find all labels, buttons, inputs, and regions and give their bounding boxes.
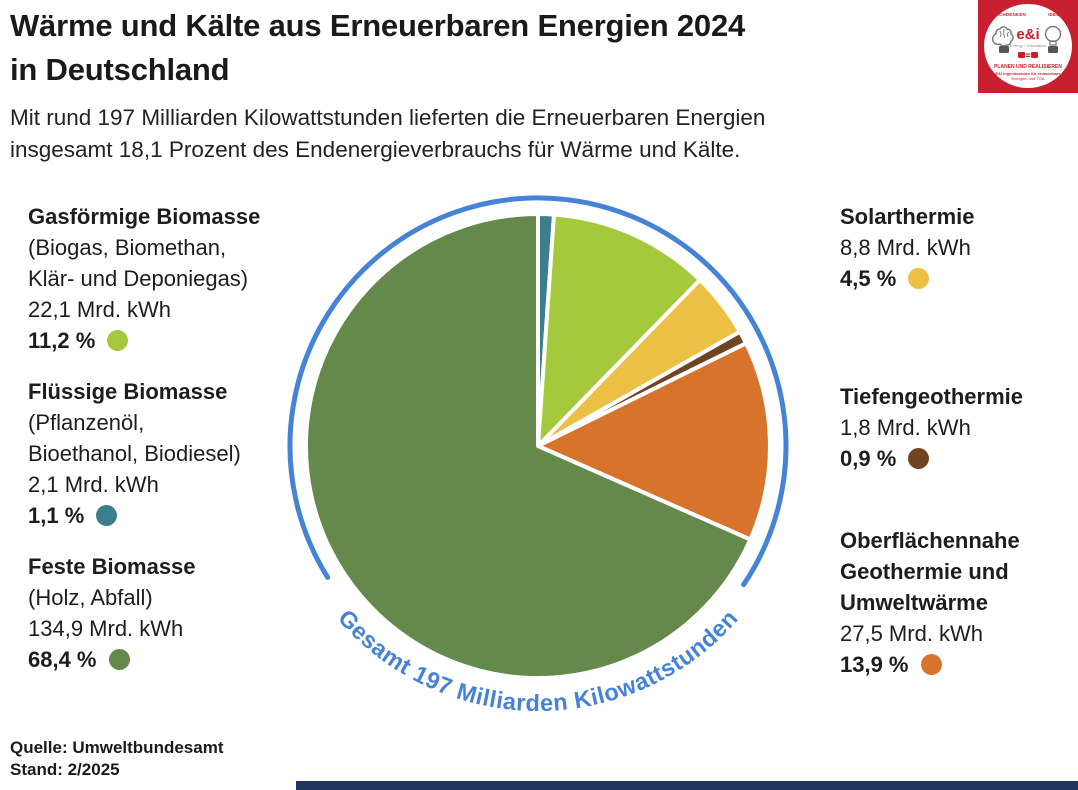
logo-line-planen: PLANEN UND REALISIEREN	[994, 64, 1062, 70]
plug-icon	[1018, 52, 1038, 58]
legend-percent: 4,5 %	[840, 266, 897, 291]
logo-brand: e&i	[1016, 26, 1040, 43]
pie-outer-ring	[287, 195, 789, 588]
legend-amount: 27,5 Mrd. kWh	[840, 621, 984, 646]
legend-label: Feste Biomasse	[28, 554, 196, 579]
logo-text-ideen: IDEEN	[1048, 12, 1063, 17]
logo-brand-subtitle: Energy + Innovation	[1010, 43, 1046, 48]
legend-percent: 13,9 %	[840, 652, 909, 677]
legend-color-dot	[908, 448, 930, 469]
legend-amount: 22,1 Mrd. kWh	[28, 297, 172, 322]
legend-percent: 0,9 %	[840, 446, 897, 471]
legend-color-dot	[108, 649, 130, 670]
legend-label: Solarthermie	[840, 204, 975, 229]
logo-line-energien: Energien und TGA	[1011, 76, 1045, 81]
legend-sublabel: (Pflanzenöl, Bioethanol, Biodiesel)	[28, 410, 241, 466]
legend-amount: 2,1 Mrd. kWh	[28, 472, 159, 497]
lightbulb-icon	[1044, 25, 1062, 53]
legend-percent: 11,2 %	[28, 328, 96, 353]
pie-slice-5	[303, 212, 753, 680]
date-line: Stand: 2/2025	[10, 760, 120, 779]
legend-solarthermie: Solarthermie 8,8 Mrd. kWh 4,5 %	[840, 201, 1075, 294]
legend-feste-biomasse: Feste Biomasse (Holz, Abfall) 134,9 Mrd.…	[28, 551, 328, 675]
legend-percent: 68,4 %	[28, 647, 97, 672]
legend-sublabel: (Holz, Abfall)	[28, 585, 153, 610]
legend-amount: 1,8 Mrd. kWh	[840, 415, 971, 440]
bottom-bar	[296, 781, 1078, 790]
page-title: Wärme und Kälte aus Erneuerbaren Energie…	[10, 8, 746, 87]
legend-tiefengeothermie: Tiefengeothermie 1,8 Mrd. kWh 0,9 %	[840, 381, 1075, 474]
legend-color-dot	[920, 654, 942, 675]
legend-oberflaechennahe-geothermie: Oberflächennahe Geothermie und Umweltwär…	[840, 525, 1075, 680]
legend-color-dot	[96, 505, 118, 526]
pie-slice-4	[536, 341, 772, 542]
legend-color-dot	[908, 268, 930, 289]
legend-fluessige-biomasse: Flüssige Biomasse (Pflanzenöl, Bioethano…	[28, 376, 328, 531]
page-subtitle: Mit rund 197 Milliarden Kilowattstunden …	[10, 105, 766, 162]
pie-slices	[303, 212, 772, 680]
legend-gasfoermige-biomasse: Gasförmige Biomasse (Biogas, Biomethan, …	[28, 201, 328, 356]
legend-color-dot	[107, 330, 129, 351]
legend-label: Flüssige Biomasse	[28, 379, 228, 404]
logo-line-buero: E&I Ingenieurbüro für erneuerbare	[995, 71, 1061, 76]
legend-sublabel: (Biogas, Biomethan, Klär- und Deponiegas…	[28, 235, 249, 291]
pie-slice-1	[536, 212, 702, 448]
company-logo: NACHDENKEN IDEEN e&i Energy + Innovation…	[978, 0, 1078, 93]
legend-label: Gasförmige Biomasse	[28, 204, 261, 229]
brain-icon	[991, 26, 1014, 53]
legend-label: Oberflächennahe Geothermie und Umweltwär…	[840, 528, 1020, 615]
legend-amount: 134,9 Mrd. kWh	[28, 616, 184, 641]
legend-label: Tiefengeothermie	[840, 384, 1023, 409]
source-line: Quelle: Umweltbundesamt	[10, 738, 224, 757]
logo-circle: NACHDENKEN IDEEN e&i Energy + Innovation…	[984, 4, 1072, 88]
legend-amount: 8,8 Mrd. kWh	[840, 235, 971, 260]
legend-percent: 1,1 %	[28, 503, 85, 528]
logo-text-nachdenken: NACHDENKEN	[992, 12, 1027, 17]
